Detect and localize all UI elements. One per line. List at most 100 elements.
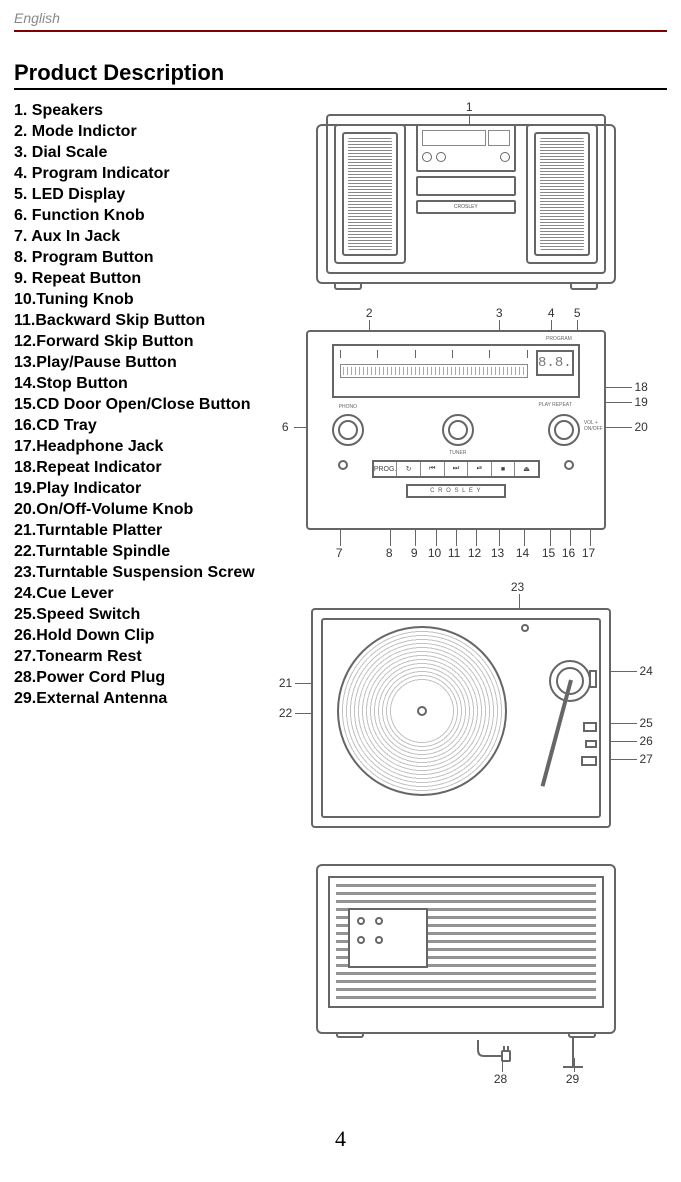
callout-number: 6 [282, 420, 289, 434]
part-item: Backward Skip Button [14, 310, 255, 331]
lcd-sub-label: PLAY REPEAT [538, 402, 571, 408]
diagram-control-panel: 2 3 4 5 6 18 19 20 7 [286, 310, 646, 558]
part-item: Turntable Platter [14, 520, 255, 541]
callout-line [502, 1058, 503, 1072]
callout-line [607, 671, 637, 672]
display-window: PROGRAM 8.8. PLAY REPEAT [332, 344, 580, 398]
callout-line [602, 387, 632, 388]
header-rule [14, 30, 667, 32]
diagrams-column: 1 [265, 100, 667, 1086]
callout-number: 15 [542, 546, 555, 560]
callout-number: 8 [386, 546, 393, 560]
callout-number: 7 [336, 546, 343, 560]
part-item: Program Indicator [14, 163, 255, 184]
callout-number: 20 [634, 420, 647, 434]
page-root: English Product Description Speakers Mod… [0, 0, 681, 1182]
small-knob [500, 152, 510, 162]
eject-button: ⏏ [515, 462, 538, 476]
callout-number: 16 [562, 546, 575, 560]
part-item: Mode Indictor [14, 121, 255, 142]
callout-number: 22 [279, 706, 292, 720]
brand-plate: C R O S L E Y [406, 484, 506, 498]
knob-label: VOL + ON/OFF [584, 420, 618, 432]
diagram-front-unit: 1 [316, 104, 616, 284]
display-area [416, 124, 516, 172]
repeat-button: ↻ [397, 462, 421, 476]
tuning-knob [442, 414, 474, 446]
led-display: 8.8. [536, 350, 574, 376]
title-rule [14, 88, 667, 90]
program-label: PROGRAM [546, 336, 572, 342]
knob-label: PHONO [328, 404, 368, 410]
small-knob [422, 152, 432, 162]
part-item: Repeat Indicator [14, 457, 255, 478]
headphone-jack [564, 460, 574, 470]
diagram-turntable: 23 21 22 24 25 26 27 [281, 584, 651, 832]
rca-jack [357, 936, 365, 944]
rca-jack [375, 936, 383, 944]
part-item: Speed Switch [14, 604, 255, 625]
part-item: LED Display [14, 184, 255, 205]
callout-line [607, 741, 637, 742]
cd-slot [416, 176, 516, 196]
part-item: Tuning Knob [14, 289, 255, 310]
callout-number: 18 [634, 380, 647, 394]
callout-number: 11 [448, 546, 460, 560]
callout-number: 2 [366, 306, 373, 320]
part-item: Dial Scale [14, 142, 255, 163]
part-item: Play/Pause Button [14, 352, 255, 373]
callout-number: 23 [511, 580, 524, 594]
turntable-outline [311, 608, 611, 828]
brand-plate: CROSLEY [416, 200, 516, 214]
panel-outline: PROGRAM 8.8. PLAY REPEAT PHONO TUNER VOL… [306, 330, 606, 530]
callout-number: 29 [566, 1072, 579, 1086]
knob-label: TUNER [438, 450, 478, 456]
callout-number: 25 [639, 716, 652, 730]
knob-row [422, 148, 510, 166]
mode-ticks [340, 350, 528, 360]
callout-number: 10 [428, 546, 441, 560]
hold-down-clip [585, 740, 597, 748]
callout-number: 28 [494, 1072, 507, 1086]
aux-jack [338, 460, 348, 470]
back-outline [316, 864, 616, 1034]
play-pause-button: ⏯ [468, 462, 492, 476]
part-item: Play Indicator [14, 478, 255, 499]
parts-column: Speakers Mode Indictor Dial Scale Progra… [14, 100, 255, 709]
tonearm-rest [581, 756, 597, 766]
part-item: Turntable Suspension Screw [14, 562, 255, 583]
part-item: Repeat Button [14, 268, 255, 289]
io-panel [348, 908, 428, 968]
part-item: Cue Lever [14, 583, 255, 604]
rca-jack [357, 917, 365, 925]
callout-number: 21 [279, 676, 292, 690]
part-item: Turntable Spindle [14, 541, 255, 562]
skip-back-button: ⏮ [421, 462, 445, 476]
spindle [417, 706, 427, 716]
volume-knob [548, 414, 580, 446]
language-label: English [14, 10, 667, 26]
unit-outline: CROSLEY [316, 124, 616, 284]
part-item: CD Door Open/Close Button [14, 394, 255, 415]
section-title: Product Description [14, 60, 667, 86]
speaker-right [526, 124, 598, 264]
callout-line [607, 723, 637, 724]
callout-number: 9 [411, 546, 418, 560]
callout-number: 19 [634, 395, 647, 409]
diagram-back-panel: 28 29 [296, 858, 636, 1086]
callout-line [607, 759, 637, 760]
cue-lever [589, 670, 597, 688]
foot [336, 1032, 364, 1038]
small-knob [436, 152, 446, 162]
parts-list: Speakers Mode Indictor Dial Scale Progra… [14, 100, 255, 709]
vent-area [328, 876, 604, 1008]
callout-number: 4 [548, 306, 555, 320]
page-number: 4 [14, 1126, 667, 1152]
callout-number: 17 [582, 546, 595, 560]
stop-button: ■ [492, 462, 516, 476]
button-row: PROG. ↻ ⏮ ⏭ ⏯ ■ ⏏ [372, 460, 540, 478]
content-row: Speakers Mode Indictor Dial Scale Progra… [14, 100, 667, 1086]
foot [570, 284, 598, 290]
power-plug-icon [473, 1038, 513, 1068]
part-item: Aux In Jack [14, 226, 255, 247]
